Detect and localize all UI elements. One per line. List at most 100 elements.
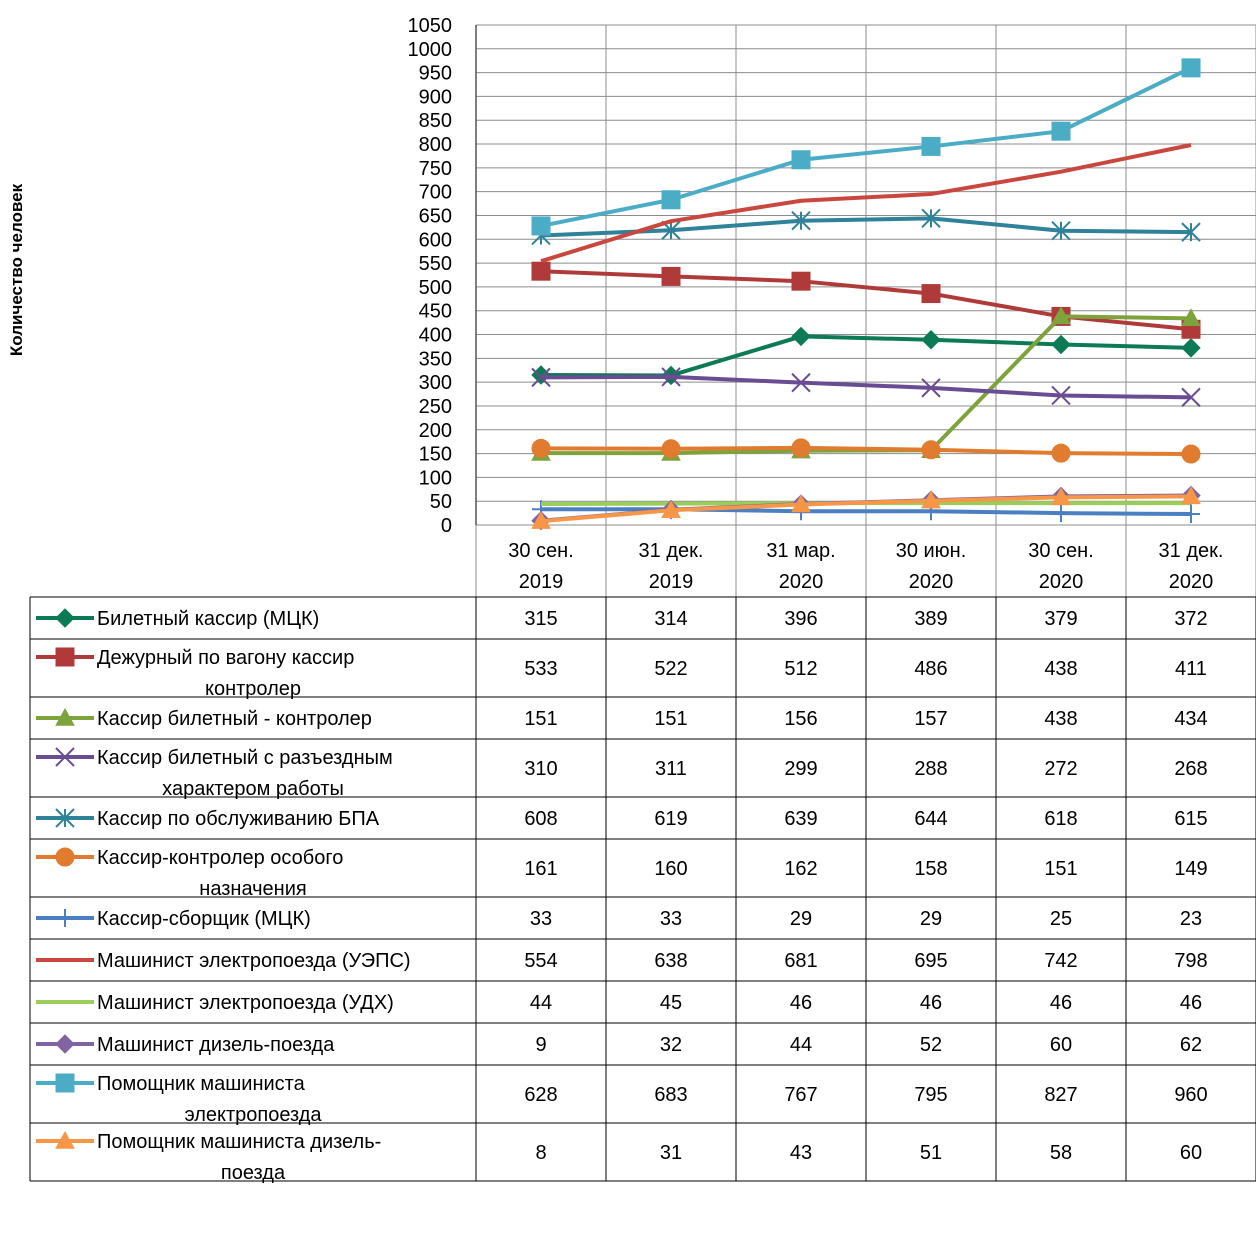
data-label: 438 [1044,658,1077,680]
data-label: 742 [1044,950,1077,972]
data-label: 268 [1174,758,1207,780]
data-label: 58 [1050,1142,1072,1164]
x-tick-label: 31 дек. [639,540,704,562]
data-label: 299 [784,758,817,780]
data-label: 411 [1175,658,1207,680]
data-point [1181,308,1201,327]
data-label: 486 [914,658,947,680]
data-label: 310 [524,758,557,780]
data-point [1051,121,1071,141]
data-point [1051,334,1071,355]
y-tick-label: 650 [419,205,452,227]
x-tick-label: 31 дек. [1159,540,1224,562]
data-point [921,330,941,350]
y-tick-label: 1000 [408,39,453,61]
data-label: 31 [660,1142,682,1164]
data-label: 8 [535,1142,546,1164]
data-label: 46 [790,992,812,1014]
data-label: 311 [655,758,687,780]
data-label: 615 [1174,808,1207,830]
data-point [921,378,941,398]
data-point [791,150,811,170]
x-tick-label: 2019 [649,571,694,593]
legend-label: контролер [205,678,301,700]
data-label: 619 [654,808,687,830]
y-tick-label: 800 [419,134,452,156]
data-label: 960 [1174,1084,1207,1106]
data-point [531,365,551,385]
y-tick-label: 500 [419,277,452,299]
x-tick-label: 2020 [1039,571,1084,593]
y-tick-label: 600 [419,229,452,251]
series-line [540,66,1192,228]
data-label: 46 [920,992,942,1014]
data-label: 396 [784,608,817,630]
data-label: 33 [660,908,682,930]
data-point [1181,222,1201,242]
data-label: 162 [784,858,817,880]
data-label: 44 [790,1034,812,1056]
data-point [791,271,811,291]
data-point [1181,338,1201,358]
grid [475,24,1256,597]
legend-label: Машинист электропоезда (УДХ) [97,992,394,1014]
data-point [661,439,681,459]
data-label: 60 [1050,1034,1072,1056]
legend-label: назначения [199,878,306,900]
data-label: 151 [1044,858,1077,880]
data-point [1181,58,1201,78]
data-label: 51 [920,1142,942,1164]
data-label: 639 [784,808,817,830]
legend-key-marker [55,707,75,726]
data-label: 795 [914,1084,947,1106]
y-tick-labels: 0501001502002503003504004505005506006507… [408,15,453,537]
data-label: 767 [784,1084,817,1106]
data-point [531,261,551,281]
data-label: 372 [1174,608,1207,630]
data-label: 29 [790,908,812,930]
data-label: 272 [1044,758,1077,780]
y-axis-label: Количество человек [7,183,26,356]
legend-label: характером работы [162,778,344,800]
data-point [1181,486,1201,505]
data-label: 618 [1044,808,1077,830]
data-point [661,266,681,286]
data-point [531,216,551,236]
legend-label: электропоезда [184,1104,322,1126]
data-label: 157 [914,708,947,730]
data-label: 160 [654,858,687,880]
data-label: 681 [784,950,817,972]
data-label: 683 [654,1084,687,1106]
y-tick-label: 750 [419,158,452,180]
data-label: 151 [654,708,687,730]
data-point [791,326,811,347]
data-point [1182,505,1200,524]
data-point [1181,387,1201,408]
series-line [540,216,1192,238]
x-tick-label: 30 июн. [896,540,967,562]
data-label: 62 [1180,1034,1202,1056]
data-point [1051,385,1071,406]
data-label: 827 [1044,1084,1077,1106]
x-tick-label: 30 сен. [1028,540,1094,562]
legend-label: Дежурный по вагону кассир [97,647,354,669]
legend-label: Кассир-контролер особого [97,847,343,869]
legend-label: Помощник машиниста [97,1073,306,1095]
data-label: 156 [784,708,817,730]
data-label: 628 [524,1084,557,1106]
data-point [661,190,681,210]
data-label: 798 [1174,950,1207,972]
legend-label: Машинист электропоезда (УЭПС) [97,950,411,972]
legend-label: поезда [221,1162,286,1184]
data-label: 161 [524,858,557,880]
legend-key-marker [55,747,75,767]
data-point [921,440,941,460]
series-lines [531,58,1201,531]
y-tick-label: 350 [419,348,452,370]
data-label: 46 [1050,992,1072,1014]
data-label: 45 [660,992,682,1014]
y-tick-label: 450 [419,301,452,323]
legend-label: Кассир билетный с разъездным [97,747,393,769]
data-point [1051,221,1071,241]
